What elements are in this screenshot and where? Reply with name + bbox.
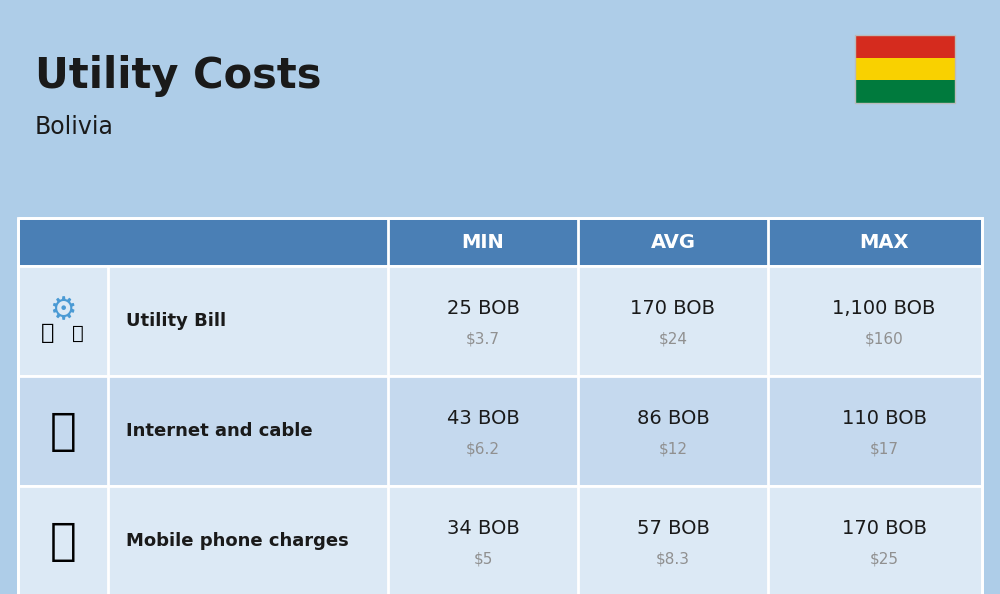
- Text: $3.7: $3.7: [466, 331, 500, 346]
- Text: 1,100 BOB: 1,100 BOB: [832, 299, 936, 318]
- Bar: [855, 35, 955, 103]
- Text: 25 BOB: 25 BOB: [447, 299, 519, 318]
- Text: ⚙: ⚙: [49, 296, 77, 326]
- Text: AVG: AVG: [650, 232, 696, 251]
- Text: 📱: 📱: [50, 520, 76, 563]
- Text: MAX: MAX: [859, 232, 909, 251]
- Bar: [18, 218, 982, 266]
- Text: Internet and cable: Internet and cable: [126, 422, 313, 440]
- Bar: [855, 58, 955, 80]
- Text: $6.2: $6.2: [466, 441, 500, 457]
- Bar: [855, 35, 955, 58]
- Text: 🔌: 🔌: [41, 323, 55, 343]
- Text: 170 BOB: 170 BOB: [631, 299, 716, 318]
- Text: Utility Costs: Utility Costs: [35, 55, 322, 97]
- Text: $8.3: $8.3: [656, 551, 690, 567]
- Bar: [18, 486, 982, 594]
- Text: $12: $12: [658, 441, 688, 457]
- Text: $17: $17: [870, 441, 898, 457]
- Bar: [18, 376, 982, 486]
- Text: $5: $5: [473, 551, 493, 567]
- Text: Bolivia: Bolivia: [35, 115, 114, 139]
- Text: Utility Bill: Utility Bill: [126, 312, 226, 330]
- Bar: [18, 266, 982, 376]
- Text: 110 BOB: 110 BOB: [842, 409, 926, 428]
- Text: Mobile phone charges: Mobile phone charges: [126, 532, 349, 550]
- Text: 86 BOB: 86 BOB: [637, 409, 709, 428]
- Text: $25: $25: [870, 551, 898, 567]
- Text: $160: $160: [865, 331, 903, 346]
- Text: MIN: MIN: [462, 232, 504, 251]
- Text: $24: $24: [658, 331, 688, 346]
- Text: 170 BOB: 170 BOB: [842, 520, 926, 539]
- Text: 57 BOB: 57 BOB: [637, 520, 709, 539]
- Text: 43 BOB: 43 BOB: [447, 409, 519, 428]
- Text: 📡: 📡: [50, 409, 76, 453]
- Bar: [18, 218, 982, 594]
- Text: 34 BOB: 34 BOB: [447, 520, 519, 539]
- Bar: [855, 80, 955, 103]
- Text: 💧: 💧: [72, 324, 84, 343]
